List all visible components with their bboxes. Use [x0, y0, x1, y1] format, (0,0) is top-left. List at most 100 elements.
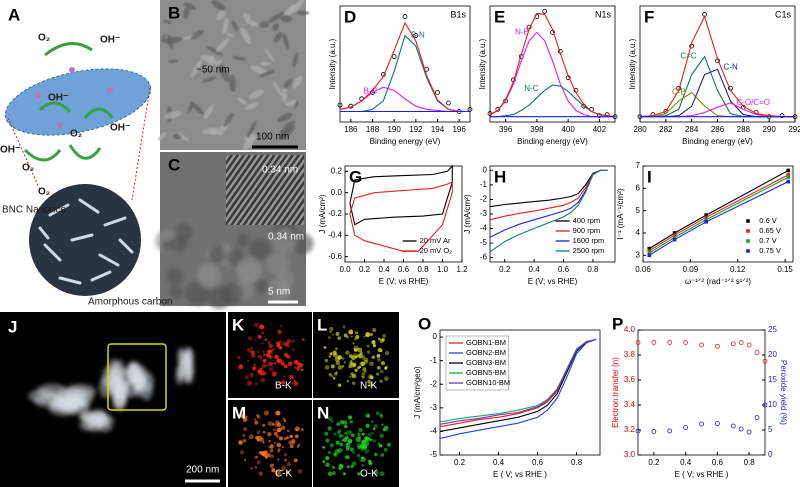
- nanorice: [208, 54, 215, 69]
- data-point: [704, 217, 708, 222]
- map-pixel: [238, 364, 244, 370]
- nanorice: [268, 11, 285, 23]
- map-pixel: [261, 342, 264, 345]
- x-tick-label: 0.2: [648, 458, 660, 467]
- map-pixel: [379, 369, 384, 374]
- y-tick-label: -2: [430, 379, 438, 388]
- series-line: [349, 164, 453, 226]
- map-pixel: [355, 437, 361, 443]
- data-point: [714, 421, 720, 426]
- map-pixel: [361, 375, 365, 379]
- panel-letter: K: [232, 315, 245, 334]
- map-pixel: [297, 443, 301, 447]
- map-pixel: [278, 345, 283, 350]
- map-pixel: [329, 330, 332, 333]
- map-n: [313, 312, 399, 398]
- map-pixel: [342, 325, 346, 329]
- map-pixel: [261, 364, 266, 369]
- nanorice: [216, 11, 226, 20]
- map-pixel: [351, 381, 356, 386]
- nanorice: [293, 99, 300, 109]
- map-pixel: [333, 377, 336, 380]
- map-pixel: [331, 471, 336, 476]
- map-pixel: [352, 342, 355, 345]
- map-pixel: [381, 338, 385, 342]
- map-pixel: [369, 375, 374, 380]
- tem-texture: [155, 219, 314, 309]
- legend-label: GOBN5-BM: [466, 368, 506, 377]
- panel-letter: F: [644, 7, 654, 26]
- map-pixel: [348, 354, 353, 358]
- y-tick-label: -0.4: [328, 230, 342, 239]
- y-tick-label: -2: [480, 195, 488, 204]
- map-pixel: [246, 380, 252, 386]
- map-pixel: [366, 344, 370, 348]
- particle: [99, 376, 114, 399]
- map-pixel: [262, 441, 265, 444]
- map-pixel: [296, 366, 301, 371]
- panel-letter: I: [647, 167, 652, 186]
- map-pixel: [271, 371, 277, 377]
- map-pixel: [363, 370, 367, 373]
- y-axis-label: J (mA/cm²): [463, 194, 472, 233]
- map-pixel: [375, 411, 380, 415]
- map-pixel: [386, 442, 391, 447]
- map-pixel: [277, 329, 282, 334]
- map-pixel: [253, 363, 257, 367]
- series-line: [640, 68, 795, 118]
- y-axis-label: Intensity (a.u.): [478, 38, 487, 89]
- image-label: O₂: [38, 187, 50, 198]
- image-label: ~50 nm: [196, 65, 230, 76]
- map-pixel: [275, 410, 281, 416]
- x-tick-label: 0.09: [683, 265, 699, 274]
- map-pixel: [271, 422, 275, 426]
- map-pixel: [272, 348, 275, 351]
- data-point: [730, 341, 736, 347]
- nanorice: [191, 29, 205, 40]
- map-pixel: [335, 360, 341, 366]
- map-pixel: [293, 381, 299, 386]
- series-label: B-N: [411, 31, 425, 40]
- map-pixel: [289, 374, 294, 380]
- series-label: C-N: [724, 62, 738, 71]
- map-pixel: [350, 362, 356, 368]
- map-pixel: [382, 428, 386, 432]
- texture: [249, 238, 272, 261]
- x-tick-label: 0.4: [378, 265, 390, 274]
- image-label: 5 nm: [268, 287, 290, 298]
- y-tick-label: 5: [636, 206, 641, 215]
- map-pixel: [331, 420, 334, 423]
- map-pixel: [331, 465, 336, 470]
- x-tick-label: 0.2: [454, 458, 466, 467]
- map-pixel: [372, 341, 376, 344]
- image-label: OH⁻: [0, 145, 20, 156]
- x-tick-label: 0.8: [587, 265, 599, 274]
- data-point: [435, 90, 440, 95]
- y-axis-label: I⁻¹ (mA⁻¹/cm²): [616, 188, 625, 239]
- map-pixel: [346, 430, 352, 436]
- map-pixel: [349, 375, 352, 378]
- map-pixel: [378, 443, 383, 448]
- map-pixel: [338, 433, 343, 438]
- map-pixel: [360, 456, 366, 462]
- map-pixel: [267, 454, 270, 457]
- map-pixel: [382, 334, 387, 338]
- x-tick-label: 0.06: [635, 265, 651, 274]
- map-pixel: [364, 448, 370, 454]
- map-pixel: [343, 333, 348, 338]
- y-axis-label: Electron transfer (n): [611, 357, 620, 428]
- particle: [127, 360, 140, 381]
- map-pixel: [357, 472, 361, 476]
- y-tick-label: -1: [480, 180, 488, 189]
- map-pixel: [256, 350, 260, 353]
- x-tick-label: 0.6: [558, 265, 570, 274]
- map-pixel: [349, 447, 354, 452]
- map-pixel: [267, 421, 273, 427]
- texture: [265, 251, 290, 276]
- map-pixel: [334, 449, 340, 455]
- map-pixel: [333, 452, 337, 456]
- map-pixel: [263, 353, 266, 357]
- nanorice: [216, 37, 230, 53]
- panel-letter: M: [232, 403, 246, 422]
- x-tick-label: 0.6: [398, 265, 410, 274]
